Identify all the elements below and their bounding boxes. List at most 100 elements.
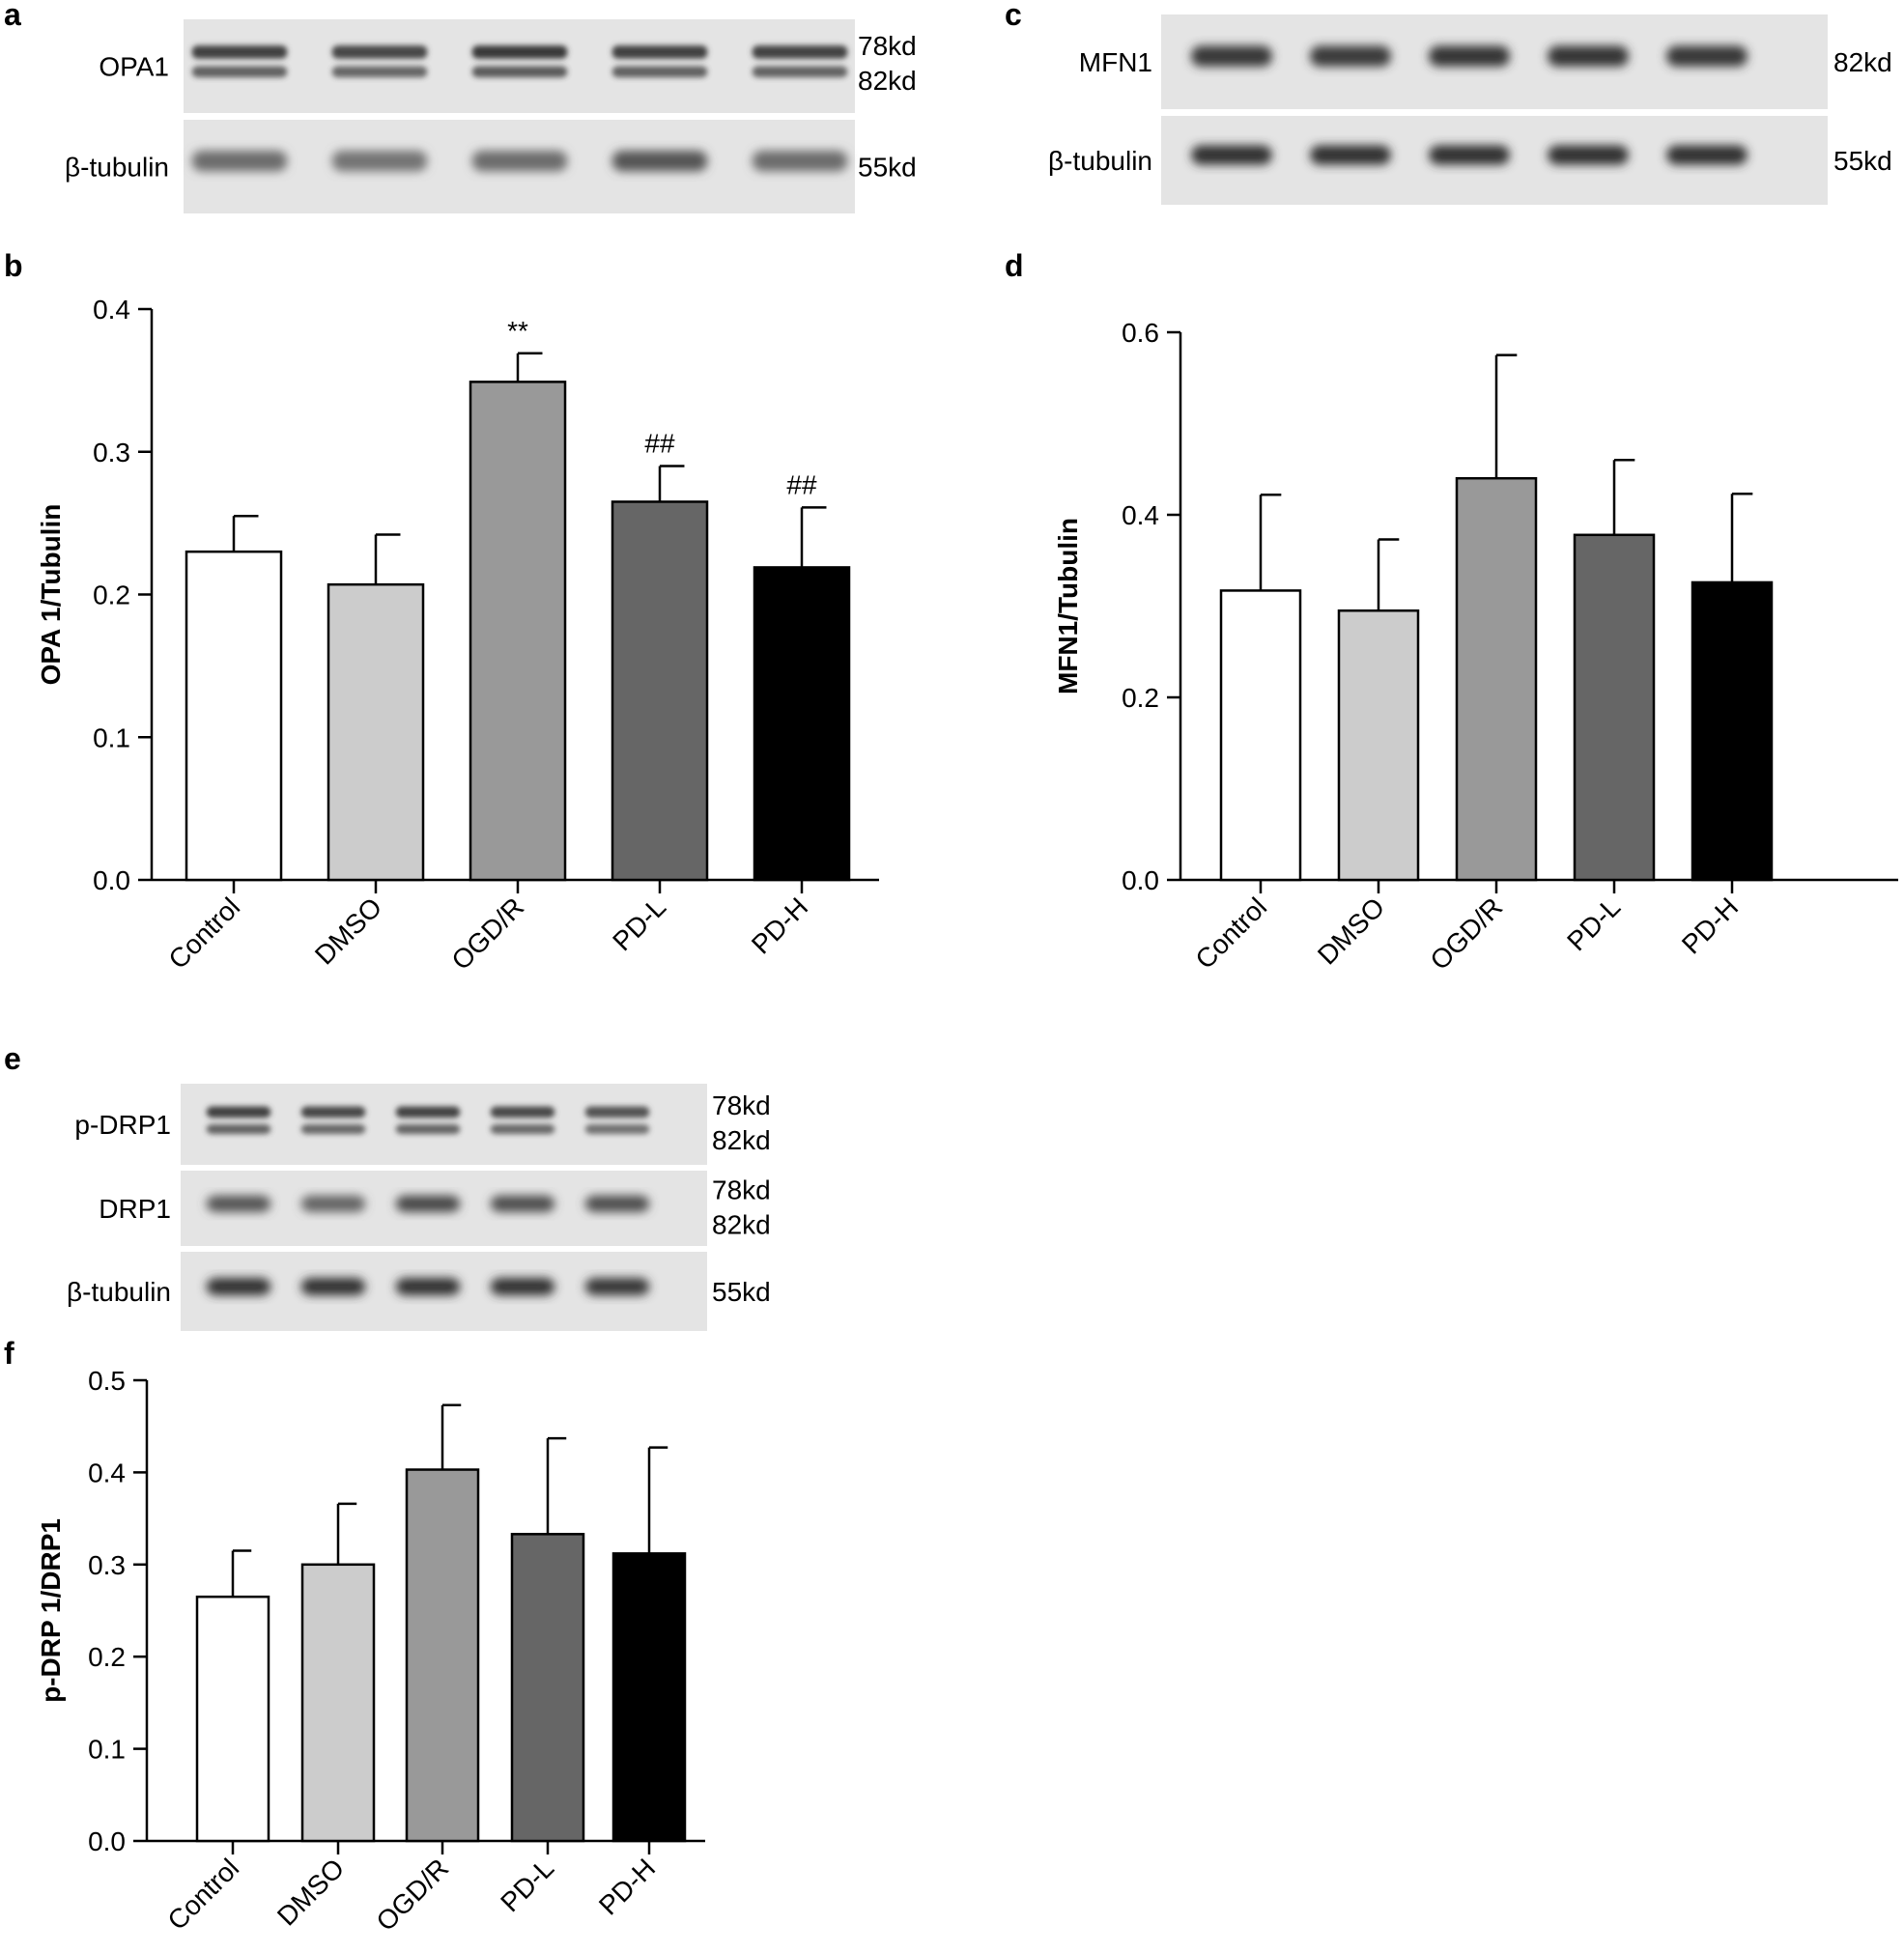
blot-band <box>1429 145 1510 165</box>
y-tick-label: 0.0 <box>88 1826 126 1856</box>
blot-row: DRP1 78kd 82kd <box>99 1171 771 1246</box>
bar-pd-h <box>611 1552 687 1843</box>
blot-band <box>471 66 568 78</box>
molecular-weight-label: 82kd <box>712 1210 771 1240</box>
blot-band <box>331 45 428 59</box>
blot-band <box>1191 145 1272 165</box>
blot-band <box>752 151 848 172</box>
blot-band <box>611 66 708 78</box>
blot-band <box>471 45 568 59</box>
blot-band <box>191 151 288 172</box>
blot-band <box>584 1195 650 1212</box>
blot-row-label: DRP1 <box>99 1194 171 1224</box>
blot-band <box>611 151 708 172</box>
x-tick-label: DMSO <box>271 1853 350 1931</box>
panel-letter-c: c <box>1005 0 1022 32</box>
bar-control <box>185 550 283 882</box>
bar-pd-l <box>611 500 709 882</box>
molecular-weight-label: 78kd <box>858 31 917 61</box>
x-tick-label: PD-L <box>495 1853 559 1917</box>
bar-chart-d: 0.0 0.2 0.4 0.6 MFN1/Tubulin Control DMSO OGD/R… <box>1053 318 1898 976</box>
blot-row: OPA1 78kd 82kd <box>99 19 917 113</box>
y-axis-label: OPA 1/Tubulin <box>36 504 66 686</box>
bar-pd-l <box>510 1533 585 1843</box>
blot-row: β-tubulin 55kd <box>67 1252 771 1331</box>
blot-band <box>300 1124 366 1135</box>
western-blot-c: MFN1 82kd β-tubulin 55kd <box>1048 14 1892 205</box>
blot-band <box>395 1124 461 1135</box>
blot-band <box>395 1278 461 1296</box>
y-tick-label: 0.6 <box>1122 318 1159 348</box>
blot-band <box>1666 145 1748 165</box>
y-axis-label: p-DRP 1/DRP1 <box>36 1518 66 1703</box>
x-tick-label: PD-H <box>746 892 813 959</box>
bar-control <box>1219 589 1302 882</box>
y-tick-label: 0.4 <box>88 1458 126 1487</box>
x-tick-label: OGD/R <box>445 892 529 976</box>
bar-dmso <box>1337 609 1420 882</box>
blot-row-label: OPA1 <box>99 52 169 82</box>
blot-band <box>206 1195 271 1212</box>
blot-row-label: β-tubulin <box>67 1277 171 1307</box>
significance-label: ** <box>507 316 528 346</box>
blot-band <box>1191 45 1272 67</box>
blot-band <box>1548 145 1629 165</box>
panel-letter-e: e <box>4 1041 21 1076</box>
bar-chart-f: 0.0 0.1 0.2 0.3 0.4 0.5 p-DRP 1/DRP1 Control DMS… <box>36 1366 705 1937</box>
molecular-weight-label: 55kd <box>1833 146 1892 176</box>
molecular-weight-label: 78kd <box>712 1175 771 1205</box>
blot-band <box>490 1278 555 1296</box>
x-tick-label: PD-L <box>1561 892 1626 956</box>
blot-band <box>1310 45 1391 67</box>
x-tick-label: Control <box>162 892 245 975</box>
y-tick-label: 0.2 <box>1122 683 1159 713</box>
y-tick-label: 0.3 <box>88 1550 126 1580</box>
bar-ogd-r <box>405 1468 480 1843</box>
y-tick-label: 0.1 <box>93 722 130 752</box>
blot-band <box>584 1278 650 1296</box>
blot-band <box>395 1195 461 1212</box>
panel-letter-d: d <box>1005 248 1024 283</box>
significance-label: ## <box>644 429 675 459</box>
bar-ogd-r <box>469 381 567 882</box>
y-tick-label: 0.4 <box>1122 500 1159 530</box>
blot-band <box>490 1106 555 1118</box>
molecular-weight-label: 82kd <box>712 1125 771 1155</box>
bar-dmso <box>300 1563 376 1843</box>
y-tick-label: 0.0 <box>1122 865 1159 895</box>
x-tick-label: OGD/R <box>370 1853 454 1937</box>
y-tick-label: 0.1 <box>88 1735 126 1765</box>
panel-letter-f: f <box>4 1336 14 1371</box>
x-tick-label: PD-L <box>607 892 671 956</box>
blot-band <box>1548 45 1629 67</box>
blot-band <box>206 1106 271 1118</box>
blot-band <box>584 1106 650 1118</box>
y-tick-label: 0.2 <box>88 1642 126 1672</box>
blot-band <box>1429 45 1510 67</box>
bar-pd-l <box>1573 533 1656 882</box>
y-tick-label: 0.2 <box>93 580 130 610</box>
blot-band <box>752 45 848 59</box>
blot-band <box>490 1195 555 1212</box>
bar-dmso <box>327 582 425 882</box>
western-blot-e: p-DRP1 78kd 82kd DRP1 78kd 82kd β-tubulin 55kd <box>67 1084 771 1331</box>
blot-band <box>300 1106 366 1118</box>
western-blot-a: OPA1 78kd 82kd β-tubulin 55kd <box>65 19 917 213</box>
blot-row-label: β-tubulin <box>65 153 169 183</box>
blot-row: β-tubulin 55kd <box>65 120 917 213</box>
blot-row: MFN1 82kd <box>1079 14 1892 109</box>
blot-band <box>331 151 428 172</box>
blot-band <box>611 45 708 59</box>
y-axis-label: MFN1/Tubulin <box>1053 518 1083 694</box>
x-tick-label: OGD/R <box>1424 892 1508 976</box>
y-tick-label: 0.0 <box>93 865 130 895</box>
molecular-weight-label: 55kd <box>858 153 917 183</box>
blot-band <box>206 1278 271 1296</box>
y-tick-label: 0.3 <box>93 438 130 467</box>
significance-label: ## <box>786 469 817 499</box>
molecular-weight-label: 82kd <box>858 66 917 96</box>
x-tick-label: PD-H <box>593 1853 661 1920</box>
blot-row-label: β-tubulin <box>1048 146 1152 176</box>
blot-row-label: p-DRP1 <box>74 1110 171 1140</box>
blot-band <box>300 1278 366 1296</box>
